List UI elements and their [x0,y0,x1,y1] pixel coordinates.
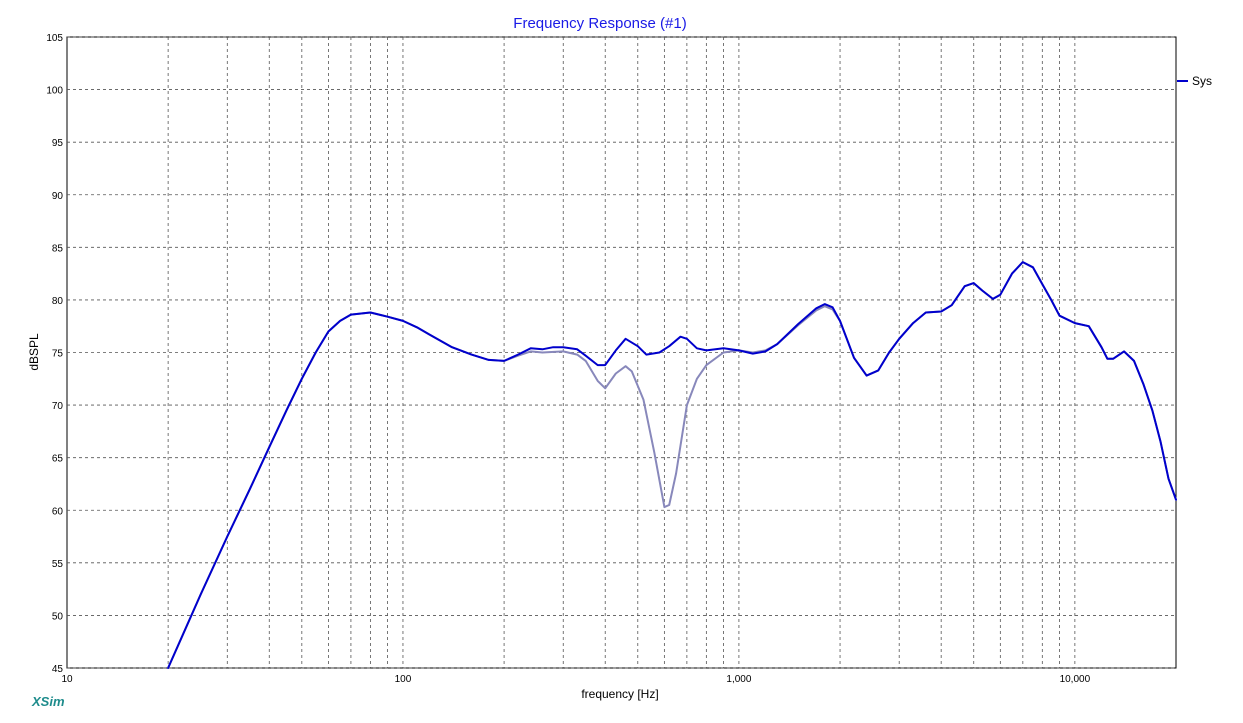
series-line-sys [167,261,1177,669]
legend-entry-sys: Sys [1192,74,1212,88]
legend: Sys [1177,74,1212,88]
xsim-brand: XSim [31,694,65,709]
y-axis-label: dBSPL [27,333,41,371]
x-tick-label: 10 [61,674,73,685]
y-tick-label: 95 [52,138,64,149]
y-tick-label: 45 [52,664,64,675]
y-tick-label: 105 [46,33,63,44]
y-tick-label: 90 [52,191,64,202]
y-tick-label: 75 [52,349,64,360]
chart-title: Frequency Response (#1) [513,15,686,32]
x-tick-label: 100 [395,674,412,685]
tick-labels: 45 50 55 60 65 70 75 80 85 90 95 100 105 10 100 1,000 10… [46,33,1090,685]
y-tick-label: 85 [52,243,64,254]
y-tick-label: 80 [52,296,64,307]
y-tick-label: 50 [52,611,64,622]
x-tick-label: 10,000 [1060,674,1091,685]
series-lines [167,261,1177,669]
y-tick-label: 100 [46,86,63,97]
y-tick-label: 60 [52,506,64,517]
y-tick-label: 55 [52,559,64,570]
x-axis-label: frequency [Hz] [581,687,658,701]
y-tick-label: 70 [52,401,64,412]
grid [67,36,1176,669]
y-tick-label: 65 [52,454,64,465]
x-tick-label: 1,000 [726,674,751,685]
